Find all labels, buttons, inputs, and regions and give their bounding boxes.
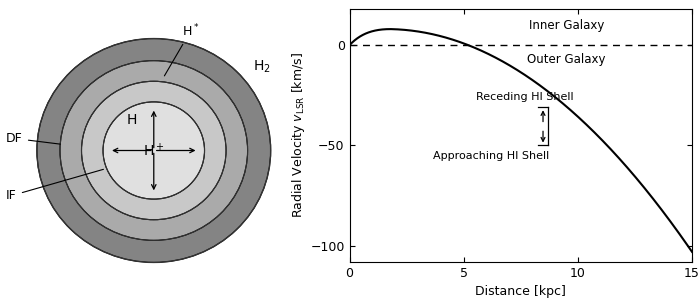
Text: Approaching HI Shell: Approaching HI Shell (433, 150, 549, 160)
Ellipse shape (37, 39, 271, 262)
Y-axis label: Radial Velocity $v_{\rm LSR}$ [km/s]: Radial Velocity $v_{\rm LSR}$ [km/s] (291, 52, 308, 219)
Text: Outer Galaxy: Outer Galaxy (527, 53, 605, 66)
Text: H$^*$: H$^*$ (164, 23, 199, 76)
Text: H$^+$: H$^+$ (143, 142, 164, 159)
Ellipse shape (103, 102, 205, 199)
Text: Receding HI Shell: Receding HI Shell (475, 92, 573, 102)
Text: H: H (127, 113, 138, 127)
X-axis label: Distance [kpc]: Distance [kpc] (475, 285, 566, 298)
Ellipse shape (82, 81, 226, 220)
Text: DF: DF (6, 132, 60, 145)
Ellipse shape (60, 61, 247, 240)
Text: Inner Galaxy: Inner Galaxy (528, 19, 604, 32)
Text: H$_2$: H$_2$ (253, 58, 271, 75)
Text: IF: IF (6, 169, 103, 202)
